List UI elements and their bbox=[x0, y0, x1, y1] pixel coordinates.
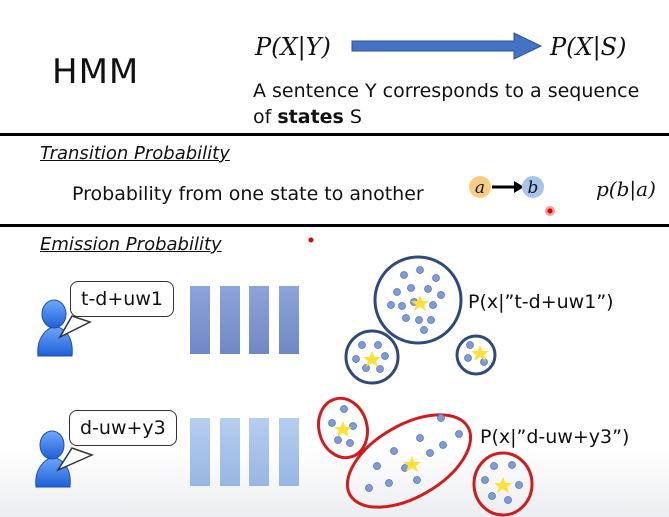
cluster-navy-large bbox=[373, 255, 463, 345]
emission-prob-2: P(x|”d-uw+y3”) bbox=[480, 426, 630, 448]
transition-title: Transition Probability bbox=[40, 143, 230, 164]
emission-title: Emission Probability bbox=[40, 234, 222, 255]
frame bbox=[279, 286, 299, 354]
frames-row-1 bbox=[190, 286, 299, 354]
frame bbox=[190, 286, 210, 354]
sentence-line-2: of states S bbox=[253, 106, 362, 128]
p-x-given-s: P(X|S) bbox=[550, 33, 627, 61]
emission-prob-1: P(x|”t-d+uw1”) bbox=[468, 291, 614, 313]
frame bbox=[279, 418, 299, 486]
speaker-1-bubble: t-d+uw1 bbox=[70, 281, 174, 317]
frame bbox=[249, 286, 269, 354]
bubble-1-tail bbox=[58, 315, 92, 339]
frame bbox=[220, 418, 240, 486]
node-b-label: b bbox=[528, 178, 539, 198]
frame bbox=[249, 418, 269, 486]
cluster-navy-right bbox=[455, 334, 497, 376]
cluster-red-right bbox=[472, 451, 534, 517]
divider-bottom bbox=[0, 224, 669, 227]
transition-description: Probability from one state to another bbox=[72, 183, 424, 205]
bottom-shade bbox=[0, 450, 669, 517]
sentence-line-1: A sentence Y corresponds to a sequence bbox=[253, 80, 640, 102]
cluster-navy-left bbox=[344, 329, 400, 385]
frame bbox=[220, 286, 240, 354]
speaker-1-icon bbox=[37, 299, 73, 357]
page-title: HMM bbox=[52, 52, 140, 92]
sentence-states: states bbox=[277, 106, 344, 128]
p-x-given-y: P(X|Y) bbox=[255, 33, 331, 61]
pointer-dot-small bbox=[308, 237, 314, 243]
frame bbox=[190, 418, 210, 486]
sentence-of: of bbox=[253, 106, 278, 128]
transition-formula: p(b|a) bbox=[596, 177, 656, 201]
transition-node-b: b bbox=[522, 176, 544, 198]
pointer-dot bbox=[545, 206, 555, 216]
speaker-2-bubble: d-uw+y3 bbox=[69, 410, 177, 446]
bubble-2-tail bbox=[56, 447, 95, 472]
transition-node-a: a bbox=[469, 176, 491, 198]
mapping-arrow bbox=[351, 32, 543, 60]
frames-row-2 bbox=[190, 418, 299, 486]
node-a-label: a bbox=[475, 178, 485, 198]
sentence-s: S bbox=[343, 106, 362, 128]
cluster-red-middle bbox=[345, 413, 473, 509]
transition-edge bbox=[492, 181, 524, 193]
divider-top bbox=[0, 133, 669, 136]
cluster-red-left bbox=[317, 396, 369, 460]
